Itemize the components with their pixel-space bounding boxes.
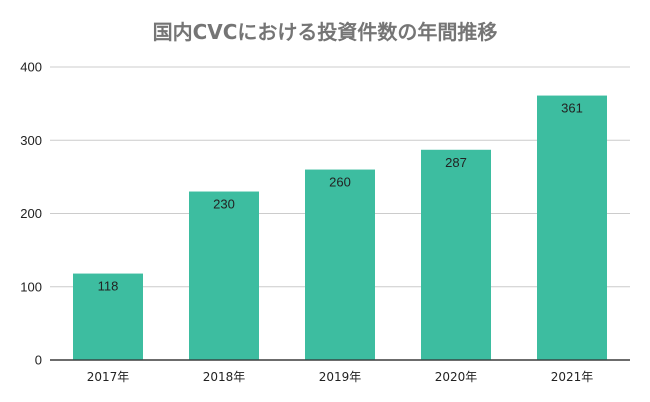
bar: [421, 149, 491, 360]
x-tick-label: 2017年: [87, 370, 130, 384]
y-tick-label: 300: [20, 133, 42, 148]
y-tick-label: 400: [20, 60, 42, 75]
bar-data-label: 230: [213, 197, 235, 212]
bar: [189, 191, 259, 360]
y-tick-label: 0: [35, 353, 42, 368]
bar: [305, 169, 375, 360]
bar-data-label: 361: [561, 101, 583, 116]
x-tick-label: 2021年: [551, 370, 594, 384]
bar-data-label: 118: [98, 279, 119, 294]
chart-title: 国内CVCにおける投資件数の年間推移: [152, 20, 498, 44]
x-tick-label: 2018年: [203, 370, 246, 384]
bar: [537, 95, 607, 360]
y-tick-label: 100: [20, 279, 42, 294]
y-tick-label: 200: [20, 206, 42, 221]
x-tick-label: 2020年: [435, 370, 478, 384]
bar-data-label: 260: [329, 175, 351, 190]
x-tick-label: 2019年: [319, 370, 362, 384]
bar: [73, 273, 143, 360]
bar-data-label: 287: [445, 155, 467, 170]
